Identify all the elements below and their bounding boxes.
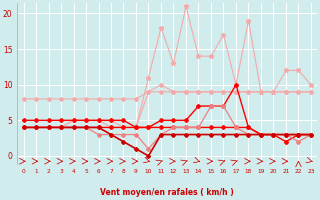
- X-axis label: Vent moyen/en rafales ( km/h ): Vent moyen/en rafales ( km/h ): [100, 188, 234, 197]
